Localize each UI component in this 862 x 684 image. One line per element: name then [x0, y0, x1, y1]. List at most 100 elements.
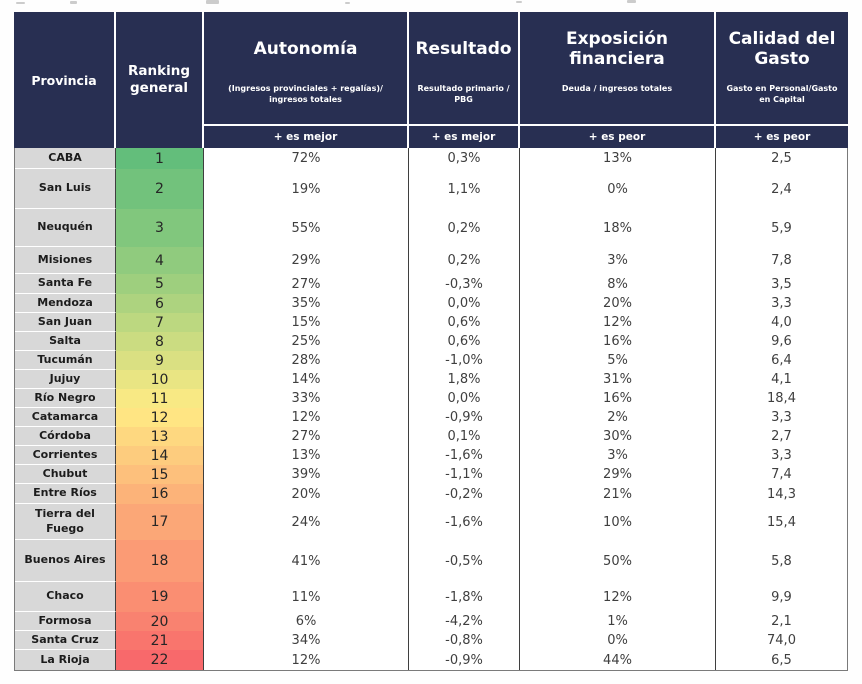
rank-cell: 19 [116, 582, 204, 612]
table-row: Misiones 4 29% 0,2% 3% 7,8 [15, 247, 847, 274]
calidad-value-cell: 4,0 [716, 313, 847, 332]
resultado-value-cell: -1,8% [409, 582, 520, 612]
table-row: Catamarca 12 12% -0,9% 2% 3,3 [15, 408, 847, 427]
exposicion-value-cell: 10% [520, 504, 716, 540]
calidad-value-cell: 7,8 [716, 247, 847, 274]
table-row: Río Negro 11 33% 0,0% 16% 18,4 [15, 389, 847, 408]
rank-cell: 9 [116, 351, 204, 370]
exposicion-value-cell: 44% [520, 650, 716, 670]
autonomia-value-cell: 14% [204, 370, 409, 389]
calidad-value-cell: 3,3 [716, 408, 847, 427]
province-cell: Mendoza [15, 294, 116, 313]
resultado-value-cell: -0,8% [409, 631, 520, 650]
header-autonomia-title: Autonomía [253, 39, 358, 60]
province-cell: CABA [15, 148, 116, 169]
table-header: Provincia Ranking general Autonomía (Ing… [14, 12, 848, 148]
resultado-value-cell: -1,6% [409, 446, 520, 465]
autonomia-value-cell: 24% [204, 504, 409, 540]
resultado-value-cell: 1,1% [409, 169, 520, 209]
exposicion-value-cell: 0% [520, 631, 716, 650]
header-provincia: Provincia [14, 12, 116, 148]
calidad-value-cell: 2,5 [716, 148, 847, 169]
resultado-value-cell: -4,2% [409, 612, 520, 631]
header-calidad-top: Calidad del Gasto Gasto en Personal/Gast… [716, 12, 848, 124]
calidad-value-cell: 7,4 [716, 465, 847, 484]
calidad-value-cell: 9,9 [716, 582, 847, 612]
table-row: Mendoza 6 35% 0,0% 20% 3,3 [15, 294, 847, 313]
autonomia-value-cell: 72% [204, 148, 409, 169]
resultado-value-cell: 0,6% [409, 313, 520, 332]
table-row: Buenos Aires 18 41% -0,5% 50% 5,8 [15, 540, 847, 582]
cropped-text-fragment [206, 0, 219, 4]
rank-cell: 6 [116, 294, 204, 313]
resultado-value-cell: -0,9% [409, 408, 520, 427]
exposicion-value-cell: 30% [520, 427, 716, 446]
calidad-value-cell: 6,5 [716, 650, 847, 670]
table-row: San Luis 2 19% 1,1% 0% 2,4 [15, 169, 847, 209]
header-resultado-top: Resultado Resultado primario / PBG [409, 12, 518, 124]
table-row: Formosa 20 6% -4,2% 1% 2,1 [15, 612, 847, 631]
header-autonomia: Autonomía (Ingresos provinciales + regal… [204, 12, 409, 148]
header-exposicion-top: Exposición financiera Deuda / ingresos t… [520, 12, 714, 124]
table-row: Corrientes 14 13% -1,6% 3% 3,3 [15, 446, 847, 465]
resultado-value-cell: 1,8% [409, 370, 520, 389]
autonomia-value-cell: 34% [204, 631, 409, 650]
calidad-value-cell: 15,4 [716, 504, 847, 540]
exposicion-value-cell: 3% [520, 247, 716, 274]
autonomia-value-cell: 27% [204, 274, 409, 294]
rank-cell: 7 [116, 313, 204, 332]
autonomia-value-cell: 13% [204, 446, 409, 465]
header-exposicion-formula: Deuda / ingresos totales [561, 84, 673, 93]
resultado-value-cell: -1,1% [409, 465, 520, 484]
province-cell: Corrientes [15, 446, 116, 465]
cropped-text-fragment [16, 2, 25, 4]
exposicion-value-cell: 3% [520, 446, 716, 465]
province-cell: Santa Fe [15, 274, 116, 294]
rank-cell: 13 [116, 427, 204, 446]
header-calidad-direction: + es peor [716, 124, 848, 148]
province-cell: Catamarca [15, 408, 116, 427]
autonomia-value-cell: 39% [204, 465, 409, 484]
rank-cell: 4 [116, 247, 204, 274]
rank-cell: 8 [116, 332, 204, 351]
header-autonomia-formula: (Ingresos provinciales + regalías)/ ingr… [228, 84, 383, 104]
rank-cell: 21 [116, 631, 204, 650]
resultado-value-cell: -1,6% [409, 504, 520, 540]
exposicion-value-cell: 13% [520, 148, 716, 169]
header-exposicion-title: Exposición financiera [565, 29, 669, 69]
resultado-value-cell: -1,0% [409, 351, 520, 370]
calidad-value-cell: 2,7 [716, 427, 847, 446]
resultado-value-cell: -0,2% [409, 484, 520, 504]
autonomia-value-cell: 15% [204, 313, 409, 332]
autonomia-value-cell: 11% [204, 582, 409, 612]
calidad-value-cell: 14,3 [716, 484, 847, 504]
autonomia-value-cell: 27% [204, 427, 409, 446]
province-cell: Misiones [15, 247, 116, 274]
exposicion-value-cell: 5% [520, 351, 716, 370]
autonomia-value-cell: 55% [204, 209, 409, 247]
rank-cell: 11 [116, 389, 204, 408]
resultado-value-cell: 0,2% [409, 209, 520, 247]
table-row: La Rioja 22 12% -0,9% 44% 6,5 [15, 650, 847, 670]
header-exposicion: Exposición financiera Deuda / ingresos t… [520, 12, 716, 148]
table-row: San Juan 7 15% 0,6% 12% 4,0 [15, 313, 847, 332]
autonomia-value-cell: 28% [204, 351, 409, 370]
rank-cell: 1 [116, 148, 204, 169]
rank-cell: 16 [116, 484, 204, 504]
rank-cell: 20 [116, 612, 204, 631]
autonomia-value-cell: 12% [204, 408, 409, 427]
table-row: Santa Cruz 21 34% -0,8% 0% 74,0 [15, 631, 847, 650]
province-cell: Chaco [15, 582, 116, 612]
resultado-value-cell: 0,3% [409, 148, 520, 169]
exposicion-value-cell: 8% [520, 274, 716, 294]
exposicion-value-cell: 29% [520, 465, 716, 484]
autonomia-value-cell: 19% [204, 169, 409, 209]
province-cell: San Juan [15, 313, 116, 332]
exposicion-value-cell: 1% [520, 612, 716, 631]
autonomia-value-cell: 25% [204, 332, 409, 351]
rank-cell: 17 [116, 504, 204, 540]
resultado-value-cell: -0,9% [409, 650, 520, 670]
exposicion-value-cell: 0% [520, 169, 716, 209]
rank-cell: 15 [116, 465, 204, 484]
exposicion-value-cell: 12% [520, 582, 716, 612]
